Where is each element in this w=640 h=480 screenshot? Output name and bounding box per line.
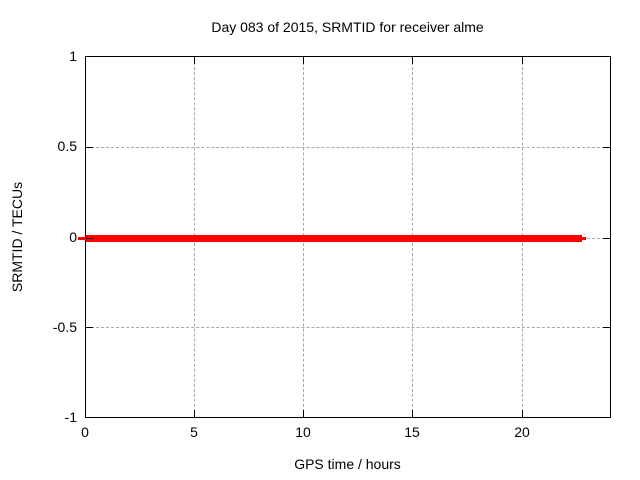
data-line-end-tail (582, 237, 586, 240)
x-tick-mark (303, 410, 304, 417)
x-tick-label: 10 (295, 424, 311, 440)
x-tick-label: 5 (190, 424, 198, 440)
x-tick-label: 0 (81, 424, 89, 440)
x-tick-mark (194, 410, 195, 417)
y-tick-label: -0.5 (52, 319, 77, 335)
y-tick-mark (86, 327, 93, 328)
y-tick-label: 0.5 (57, 138, 77, 154)
y-tick-mark (603, 327, 610, 328)
x-tick-mark (412, 57, 413, 64)
x-tick-mark (303, 57, 304, 64)
y-tick-mark (86, 238, 93, 239)
y-tick-mark (603, 147, 610, 148)
y-tick-label: 1 (69, 48, 77, 64)
x-tick-mark (194, 57, 195, 64)
x-tick-label: 15 (404, 424, 420, 440)
y-tick-label: -1 (64, 409, 77, 425)
x-tick-label: 20 (514, 424, 530, 440)
x-tick-mark (412, 410, 413, 417)
plot-area (78, 56, 611, 418)
data-line-start-cap (78, 237, 86, 240)
x-tick-mark (522, 410, 523, 417)
data-line-srmtid (86, 235, 582, 242)
x-axis-label: GPS time / hours (294, 456, 401, 472)
y-gridline-m0p5 (86, 327, 610, 328)
y-gridline-0p5 (86, 147, 610, 148)
y-tick-mark (86, 147, 93, 148)
y-tick-label: 0 (69, 229, 77, 245)
chart-title: Day 083 of 2015, SRMTID for receiver alm… (211, 19, 484, 35)
y-tick-mark (603, 238, 610, 239)
x-tick-mark (522, 57, 523, 64)
y-axis-label: SRMTID / TECUs (9, 181, 25, 293)
